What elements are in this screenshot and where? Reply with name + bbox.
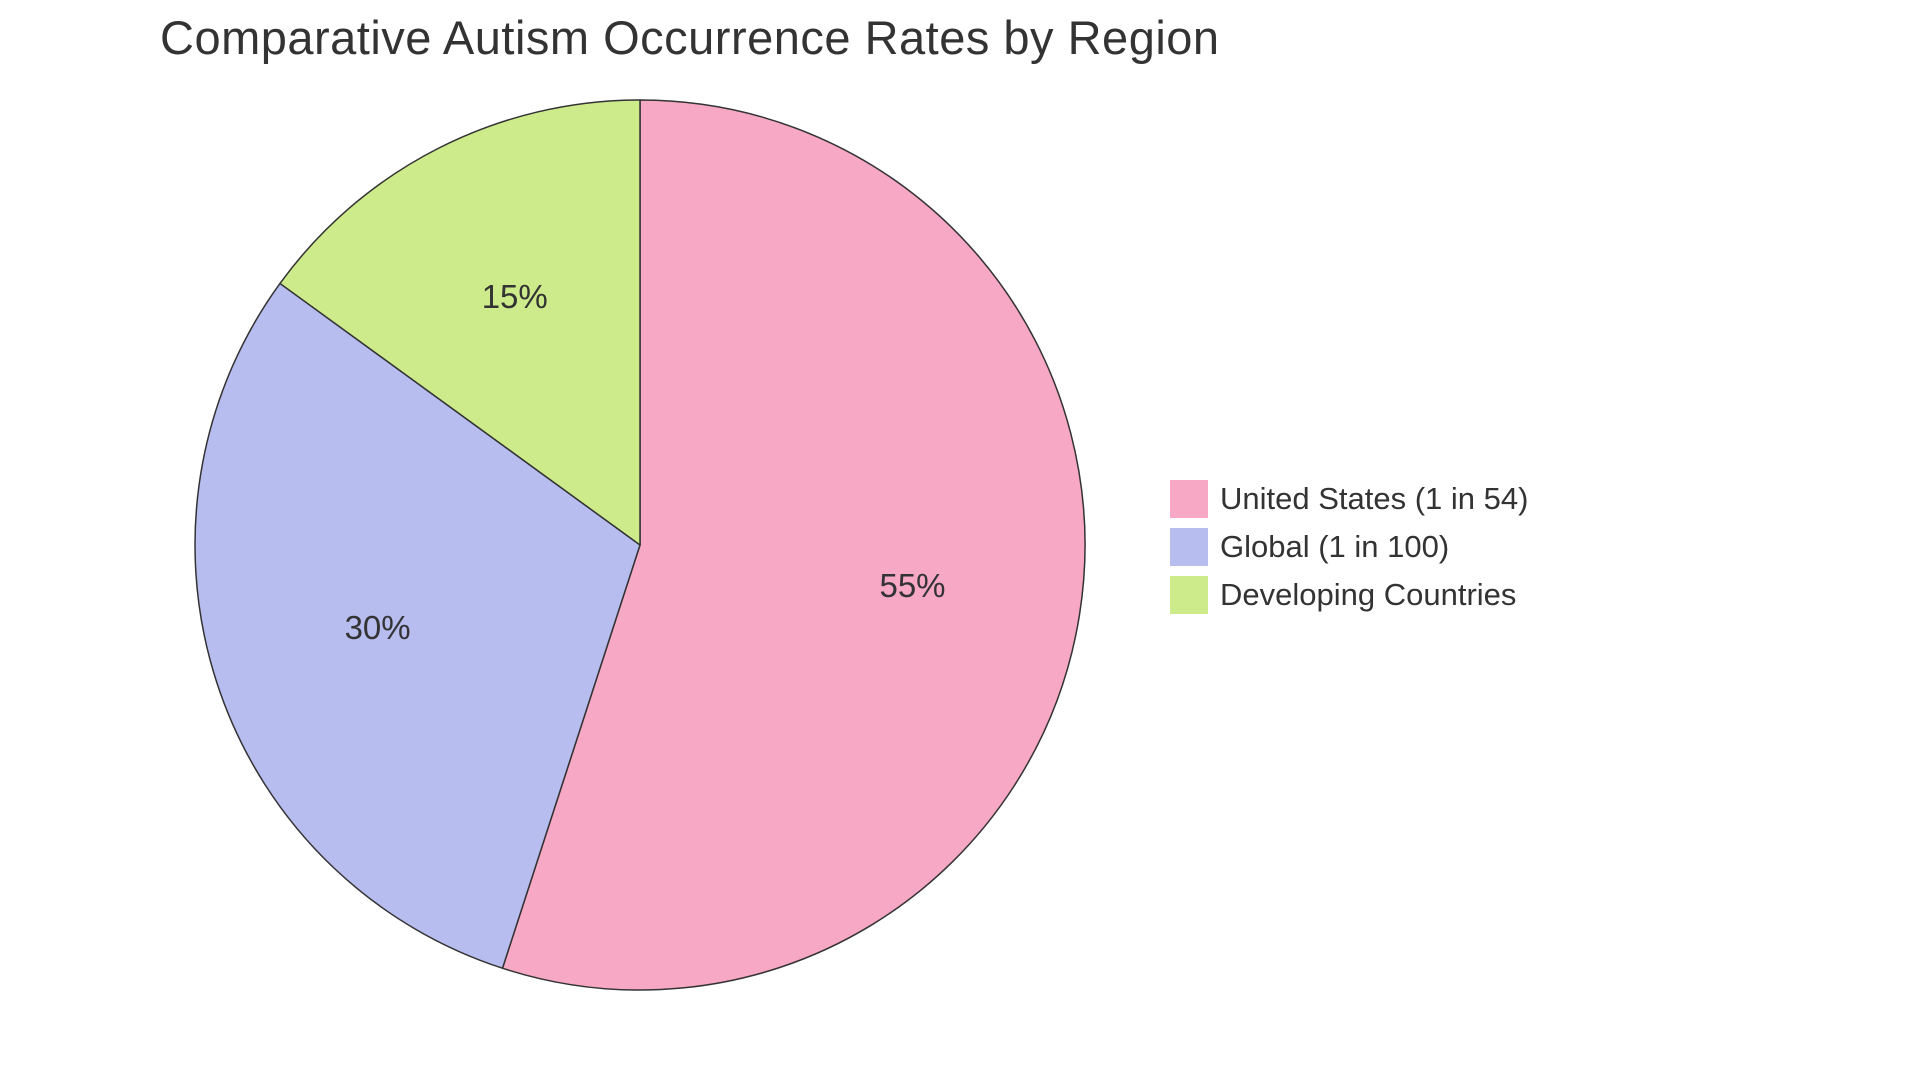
chart-container: Comparative Autism Occurrence Rates by R…	[0, 0, 1920, 1083]
legend-label-0: United States (1 in 54)	[1220, 481, 1528, 517]
chart-title: Comparative Autism Occurrence Rates by R…	[160, 10, 1220, 65]
pie-slice-label-1: 30%	[345, 609, 411, 646]
pie-chart: 55% 30% 15%	[180, 85, 1100, 1005]
legend-label-1: Global (1 in 100)	[1220, 529, 1449, 565]
legend-label-2: Developing Countries	[1220, 577, 1516, 613]
legend: United States (1 in 54) Global (1 in 100)…	[1170, 480, 1528, 614]
legend-item-0: United States (1 in 54)	[1170, 480, 1528, 518]
legend-swatch-0	[1170, 480, 1208, 518]
pie-slice-label-2: 15%	[482, 278, 548, 315]
legend-swatch-1	[1170, 528, 1208, 566]
legend-swatch-2	[1170, 576, 1208, 614]
legend-item-2: Developing Countries	[1170, 576, 1528, 614]
legend-item-1: Global (1 in 100)	[1170, 528, 1528, 566]
pie-slice-label-0: 55%	[879, 567, 945, 604]
